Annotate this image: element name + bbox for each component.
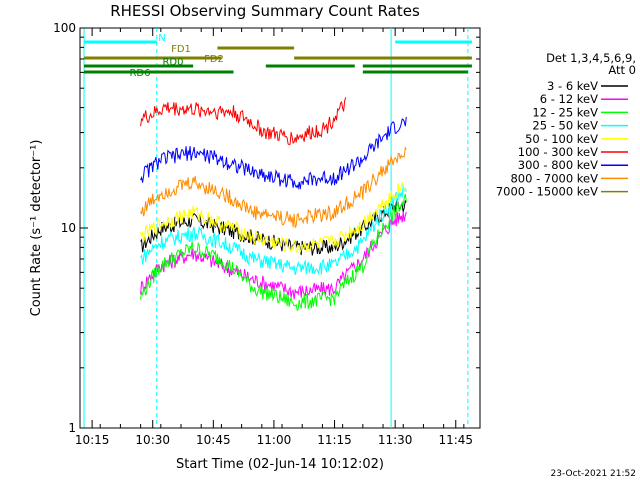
state-bar-label: RD6 <box>129 68 150 79</box>
x-tick-label: 11:45 <box>438 433 473 447</box>
footer-date: 23-Oct-2021 21:52 <box>551 469 636 479</box>
plot-frame <box>79 27 481 429</box>
x-tick-label: 10:45 <box>196 433 231 447</box>
legend-entry-label: 25 - 50 keV <box>532 119 598 133</box>
state-bar-label: RD0 <box>162 57 183 68</box>
y-tick-label: 100 <box>53 21 76 35</box>
x-tick-label: 11:30 <box>378 433 413 447</box>
x-tick-label: 11:00 <box>257 433 292 447</box>
legend-header: Att 0 <box>608 63 636 77</box>
x-axis-label: Start Time (02-Jun-14 10:12:02) <box>176 457 384 472</box>
series-line <box>140 116 407 190</box>
y-tick-label: 10 <box>61 221 76 235</box>
legend-header: Det 1,3,4,5,6,9, <box>546 51 636 65</box>
legend-entry-label: 800 - 7000 keV <box>510 171 598 185</box>
state-bar-label: FD1 <box>171 44 191 55</box>
legend-entry-label: 3 - 6 keV <box>547 79 598 93</box>
legend-entry-label: 6 - 12 keV <box>540 92 598 106</box>
x-tick-label: 11:15 <box>317 433 352 447</box>
series-line <box>140 97 347 146</box>
state-bar-label: N <box>158 33 165 44</box>
legend-entry-label: 300 - 800 keV <box>518 158 598 172</box>
plot-area: 10:15 10:30 10:45 11:00 11:15 11:30 11:45 1 10 10… <box>53 21 481 447</box>
legend-entry-label: 100 - 300 keV <box>518 145 598 159</box>
y-axis-label: Count Rate (s⁻¹ detector⁻¹) <box>29 140 44 317</box>
legend-entry-label: 7000 - 15000 keV <box>496 185 598 199</box>
y-tick-label: 1 <box>68 421 76 435</box>
series-line <box>140 184 407 276</box>
series-line <box>140 194 407 312</box>
chart-title: RHESSI Observing Summary Count Rates <box>110 2 420 20</box>
series-line <box>140 181 407 255</box>
state-bar-label: FD2 <box>204 54 224 65</box>
legend-entry-label: 12 - 25 keV <box>532 105 598 119</box>
legend-entry-label: 50 - 100 keV <box>525 132 598 146</box>
series-line <box>140 198 407 256</box>
x-tick-label: 10:30 <box>135 433 170 447</box>
series-line <box>140 146 407 229</box>
x-tick-label: 10:15 <box>75 433 110 447</box>
